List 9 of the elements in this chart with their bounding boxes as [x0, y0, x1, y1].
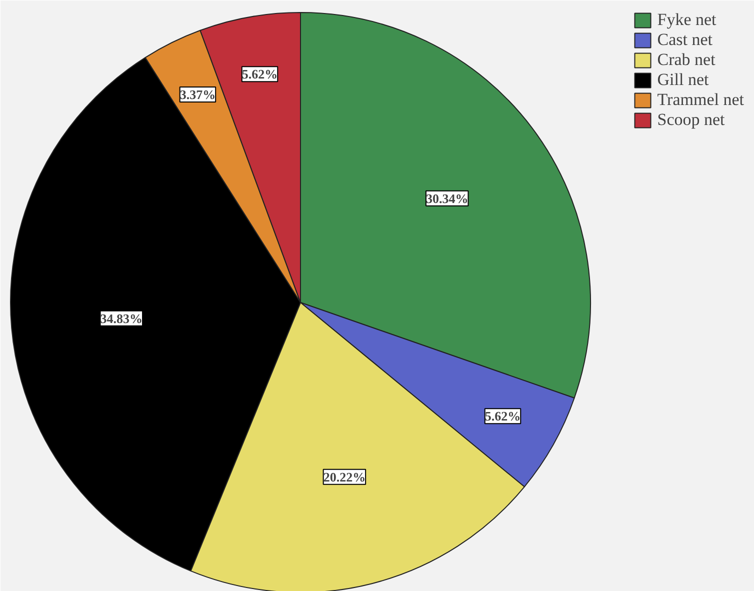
data-label: 30.34% — [426, 190, 468, 206]
data-label: 5.62% — [242, 66, 278, 82]
data-label: 5.62% — [484, 408, 521, 424]
legend-label: Gill net — [657, 70, 709, 90]
legend-label: Fyke net — [657, 10, 716, 30]
legend-label: Cast net — [657, 30, 713, 50]
legend-label: Trammel net — [657, 90, 744, 110]
legend-label: Crab net — [657, 50, 716, 70]
legend-label: Scoop net — [657, 110, 725, 130]
